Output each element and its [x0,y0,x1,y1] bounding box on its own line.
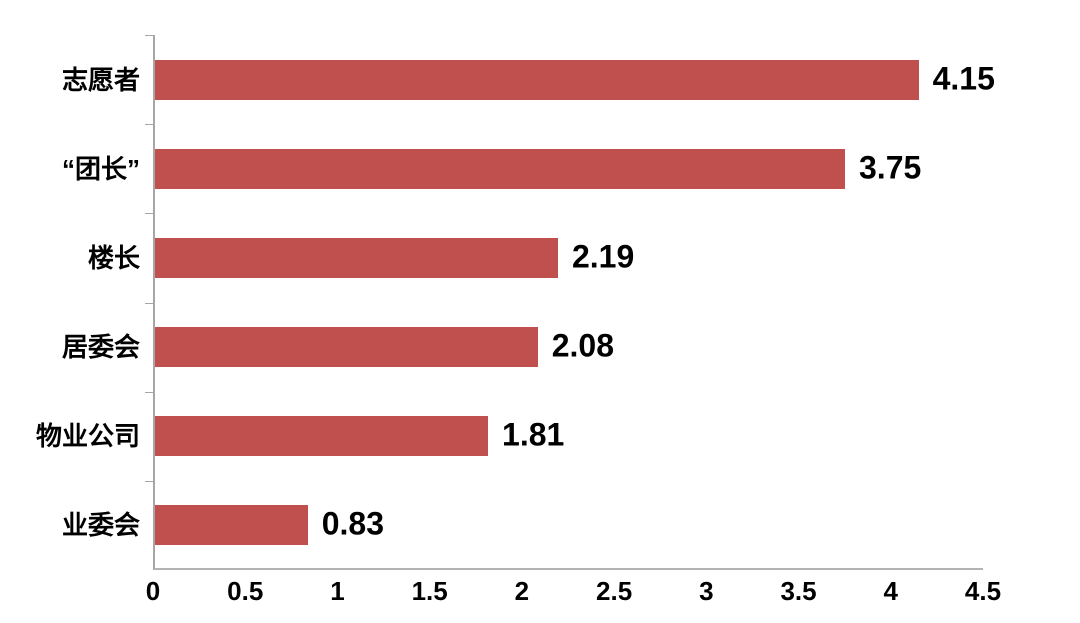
bar [155,237,558,278]
category-label: 物业公司 [35,421,140,452]
value-label: 3.75 [859,149,922,186]
x-axis-tick-label: 1.5 [411,576,448,606]
category-label: “团长” [61,153,140,184]
category-label: 志愿者 [61,64,140,95]
x-axis-tick-label: 0.5 [227,576,264,606]
bar-row: 3.75 [155,148,983,189]
y-axis-tick [145,35,155,36]
category-label: 居委会 [61,332,140,363]
bar [155,148,845,189]
value-label: 4.15 [932,60,995,97]
y-axis-tick [145,480,155,482]
bar [155,416,489,457]
x-axis-tick-label: 1 [330,576,345,606]
bar-row: 2.08 [155,327,983,368]
bar [155,505,308,546]
y-axis-tick [145,124,155,126]
bar-row: 2.19 [155,237,983,278]
y-axis-tick [145,213,155,215]
plot-area: 4.15 3.75 2.19 2.08 1.81 0.83 [145,35,995,570]
value-label: 2.08 [551,327,614,364]
value-label: 1.81 [502,416,565,453]
x-axis-tick-label: 0 [145,576,161,606]
x-axis-tick-label: 3 [699,576,714,606]
bar [155,59,919,100]
bar [155,327,538,368]
bar-row: 0.83 [155,505,983,546]
x-axis-tick-label: 4.5 [964,576,1002,606]
category-label: 业委会 [61,510,140,541]
x-axis-tick-label: 4 [883,576,898,606]
value-label: 2.19 [571,238,635,275]
x-axis-tick-label: 2.5 [596,576,633,606]
x-axis-tick-label: 2 [514,576,530,606]
x-axis-tick-label: 3.5 [780,576,817,606]
category-label: 楼长 [87,242,140,273]
bar-row: 1.81 [155,416,983,457]
y-axis-tick [145,391,155,393]
y-axis-tick [145,302,155,304]
bar-row: 4.15 [155,59,995,100]
value-label: 0.83 [321,506,384,543]
